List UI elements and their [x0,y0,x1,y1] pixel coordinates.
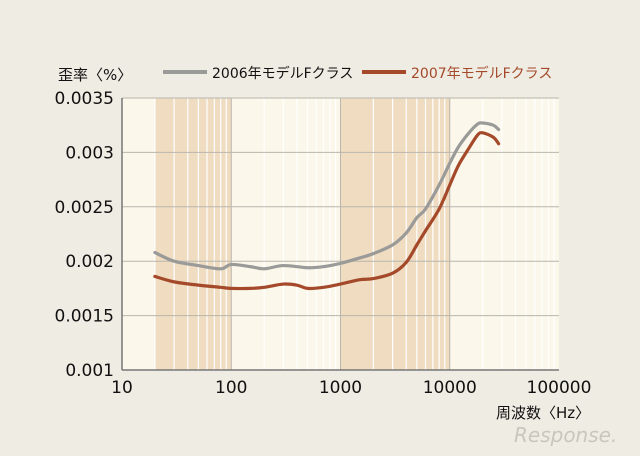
y-tick-labels: 0.0035 0.003 0.0025 0.002 0.0015 0.001 [55,89,114,381]
y-axis-label: 歪率〈%〉 [58,66,132,84]
x-tick-label: 10000 [423,378,477,398]
y-tick-label: 0.003 [65,143,114,163]
shaded-band [154,98,232,370]
y-tick-label: 0.0015 [55,307,114,327]
legend-label-2007: 2007年モデルFクラス [411,65,552,82]
x-axis-label: 周波数〈Hz〉 [496,404,590,422]
axes [121,98,559,371]
watermark-logo: Response. [514,423,617,447]
y-tick-label: 0.001 [65,361,114,381]
grid-lines [122,97,559,371]
shaded-bands [154,98,450,370]
shaded-band [340,98,450,370]
x-tick-labels: 10 100 1000 10000 100000 [111,378,591,398]
y-tick-label: 0.0025 [55,198,114,218]
y-tick-label: 0.002 [65,252,114,272]
x-tick-label: 100 [215,378,247,398]
series-line-2006 [153,121,501,271]
legend-label-2006: 2006年モデルFクラス [212,65,353,82]
x-tick-label: 10 [111,378,133,398]
x-tick-label: 1000 [319,378,362,398]
y-tick-label: 0.0035 [55,89,114,109]
series-line-2007 [153,131,501,291]
x-tick-label: 100000 [527,378,592,398]
series-lines [153,121,501,291]
